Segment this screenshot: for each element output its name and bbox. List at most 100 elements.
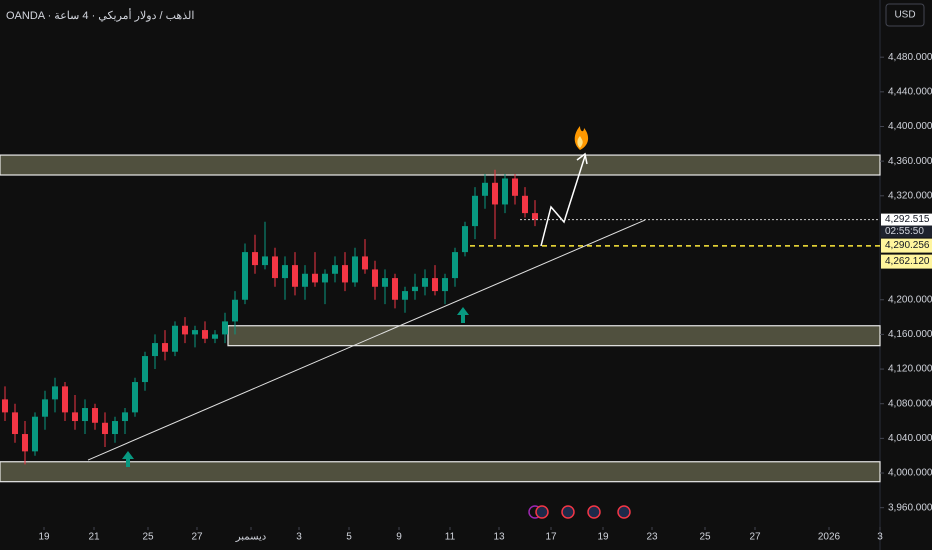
candle-body: [512, 178, 518, 196]
up-arrow-icon: [457, 307, 469, 323]
x-tick-label: 25: [699, 532, 711, 543]
candle-body: [362, 256, 368, 270]
x-tick-label: 19: [597, 532, 609, 543]
candle-body: [142, 356, 148, 383]
projection-arrow: [540, 155, 586, 247]
level-tag: [881, 238, 932, 253]
candle-body: [402, 291, 408, 300]
candle-body: [352, 256, 358, 283]
candle-body: [52, 386, 58, 400]
candle-body: [132, 382, 138, 413]
candle-body: [152, 343, 158, 357]
x-tick-label: 27: [749, 532, 761, 543]
candle-body: [102, 422, 108, 435]
candle-body: [492, 182, 498, 205]
x-tick-label: 5: [346, 532, 352, 543]
chart-title: OANDA · الذهب / دولار أمريكي · 4 ساعة: [6, 8, 194, 22]
price-tag-label: 4,292.515: [885, 214, 930, 225]
candle-body: [432, 278, 438, 292]
candle-body: [32, 416, 38, 452]
y-tick-label: 4,040.000: [888, 433, 932, 444]
candle-body: [242, 252, 248, 300]
y-tick-label: 4,080.000: [888, 398, 932, 409]
candle-body: [462, 226, 468, 253]
candle-body: [322, 273, 328, 283]
arrow-head: [576, 152, 588, 165]
event-icons: [528, 505, 631, 519]
y-tick-label: 4,440.000: [888, 86, 932, 97]
candle-body: [312, 273, 318, 283]
x-tick-label: 2026: [818, 532, 841, 543]
x-tick-label: 17: [545, 532, 557, 543]
candle-body: [212, 334, 218, 339]
x-tick-label: 13: [493, 532, 505, 543]
candle-body: [332, 265, 338, 274]
candle-body: [482, 182, 488, 196]
candle-body: [502, 178, 508, 205]
candle-body: [282, 265, 288, 279]
candle-body: [232, 299, 238, 322]
y-tick-label: 4,480.000: [888, 52, 932, 63]
candle-body: [522, 195, 528, 214]
y-tick-label: 4,200.000: [888, 294, 932, 305]
event-icon: [535, 505, 549, 519]
candle-body: [2, 399, 8, 413]
candle-body: [382, 278, 388, 287]
candle-body: [262, 256, 268, 266]
x-tick-label: 3: [296, 532, 302, 543]
candle-body: [12, 412, 18, 435]
y-tick-label: 4,360.000: [888, 156, 932, 167]
candle-body: [442, 278, 448, 292]
candle-body: [172, 325, 178, 352]
x-tick-label: 3: [877, 532, 883, 543]
candle-body: [252, 252, 258, 266]
trendline: [87, 219, 646, 461]
candle-body: [532, 213, 538, 220]
candle-body: [92, 408, 98, 423]
x-tick-label: ديسمبر: [235, 532, 266, 543]
candle-body: [122, 412, 128, 422]
candle-body: [292, 265, 298, 287]
y-tick-label: 4,120.000: [888, 364, 932, 375]
zone: [0, 461, 881, 483]
candle-body: [192, 330, 198, 335]
fire-core: [577, 136, 583, 148]
candle-body: [392, 278, 398, 300]
candle-body: [162, 343, 168, 352]
candle-body: [62, 386, 68, 413]
level-tag-label: 4,262.120: [885, 256, 930, 267]
candle-body: [412, 286, 418, 292]
candle-body: [202, 330, 208, 339]
candle-body: [22, 434, 28, 452]
event-icon: [561, 505, 575, 519]
currency-label[interactable]: USD: [894, 10, 915, 21]
candle-body: [182, 325, 188, 335]
level-tag: [881, 254, 932, 269]
event-icon: [587, 505, 601, 519]
candle-body: [112, 421, 118, 435]
event-icon: [617, 505, 631, 519]
y-tick-label: 4,160.000: [888, 329, 932, 340]
candle-body: [372, 269, 378, 287]
countdown-label: 02:55:50: [885, 226, 924, 237]
up-arrow-icon: [122, 451, 134, 467]
candle-body: [82, 408, 88, 422]
candle-body: [222, 321, 228, 335]
countdown-tag: [881, 225, 932, 238]
x-tick-label: 9: [396, 532, 402, 543]
x-tick-label: 21: [88, 532, 100, 543]
candle-body: [72, 412, 78, 422]
x-tick-label: 11: [445, 532, 456, 543]
candle-body: [342, 265, 348, 283]
x-tick-label: 27: [191, 532, 203, 543]
zone: [0, 154, 881, 176]
currency-button[interactable]: [885, 3, 925, 27]
candle-body: [302, 273, 308, 287]
candle-body: [452, 252, 458, 279]
x-tick-label: 23: [646, 532, 658, 543]
y-tick-label: 4,400.000: [888, 121, 932, 132]
candle-body: [42, 399, 48, 417]
candle-body: [272, 256, 278, 279]
x-tick-label: 19: [38, 532, 50, 543]
level-tag-label: 4,290.256: [885, 240, 930, 251]
